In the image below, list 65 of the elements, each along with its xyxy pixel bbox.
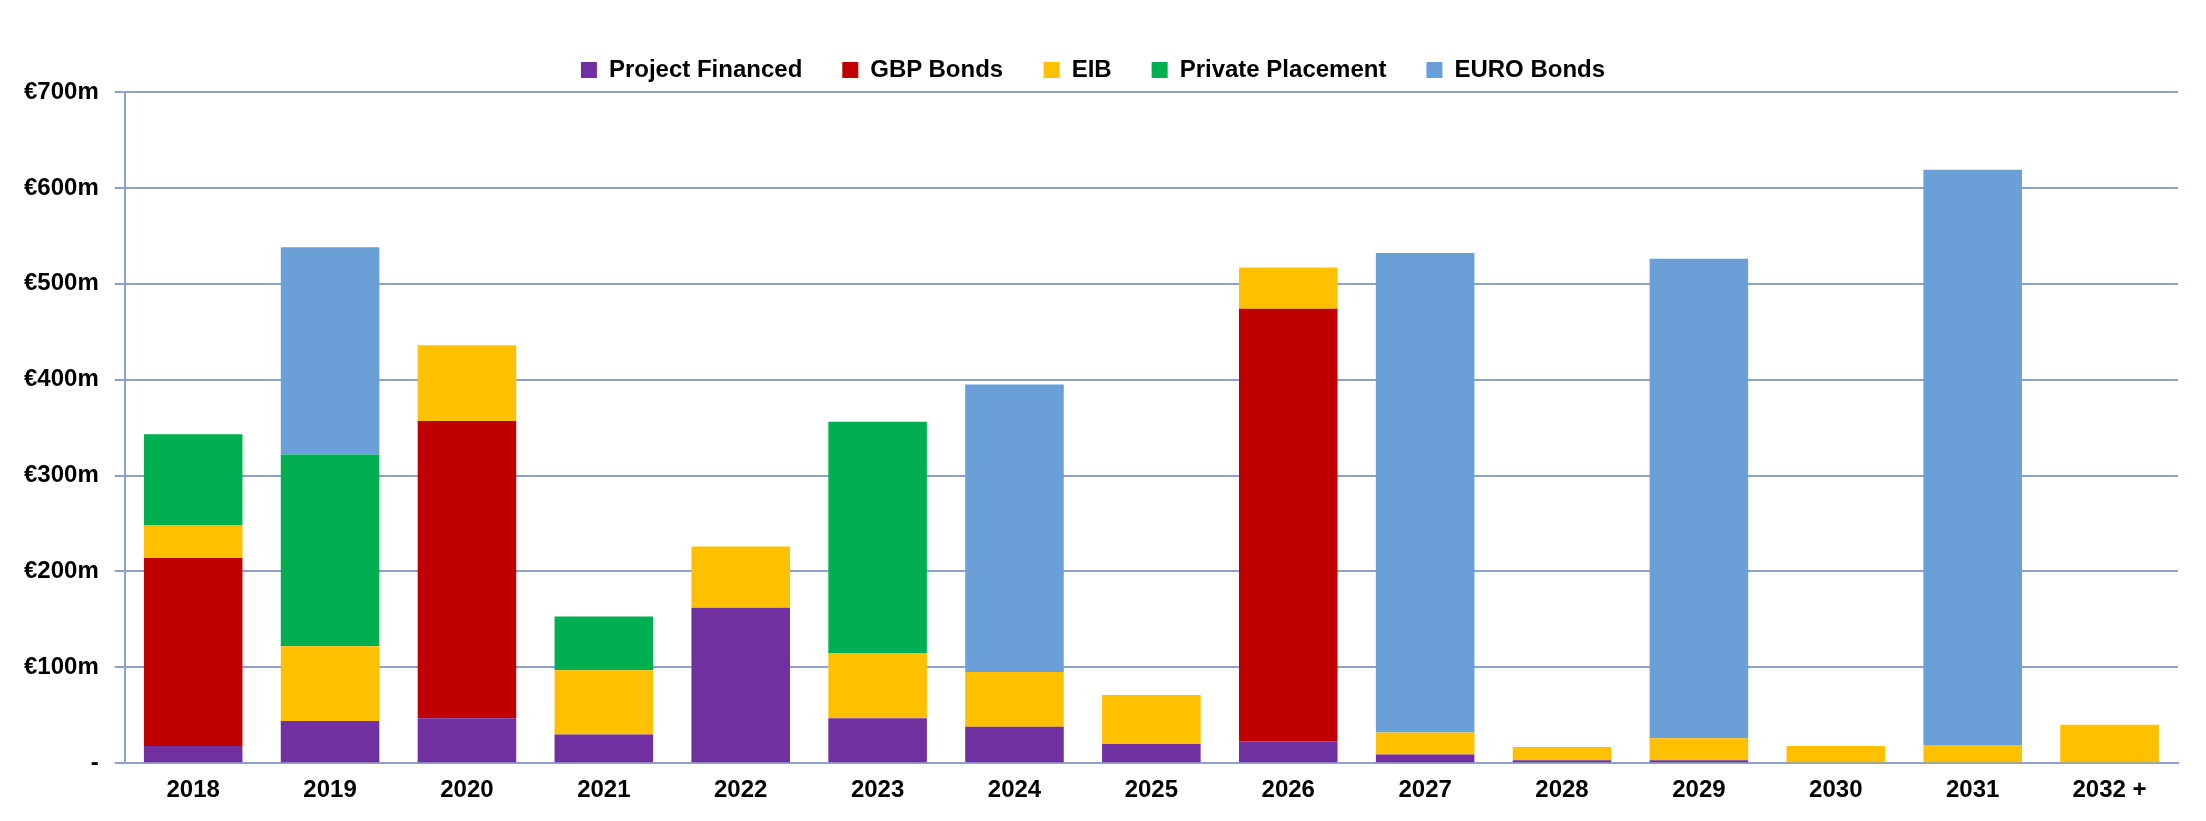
bar [965, 672, 1064, 727]
bar [1102, 695, 1201, 745]
bar [280, 454, 380, 647]
bar [1238, 267, 1338, 309]
bar [554, 734, 654, 763]
legend-label: Project Financed [608, 54, 803, 82]
y-tick-label: €400m [24, 364, 99, 392]
bar [143, 434, 243, 526]
bar [1649, 738, 1749, 761]
x-tick-label: 2026 [1261, 775, 1315, 803]
bar [965, 726, 1064, 763]
x-tick-label: 2023 [850, 775, 905, 803]
bar [1375, 253, 1475, 733]
y-tick-label: €100m [24, 651, 99, 679]
bar [1923, 169, 2022, 745]
bar [1102, 744, 1201, 763]
bar [2060, 724, 2159, 763]
bar [828, 652, 927, 719]
bar [554, 670, 654, 735]
bar [280, 646, 380, 722]
x-tick-label: 2020 [440, 775, 494, 803]
bar [554, 616, 654, 671]
bar [143, 745, 243, 763]
bar [143, 525, 243, 559]
x-tick-label: 2029 [1672, 775, 1726, 803]
x-tick-label: 2027 [1398, 775, 1452, 803]
bar [1512, 746, 1612, 761]
x-tick-label: 2019 [303, 775, 357, 803]
y-tick-label: - [90, 747, 99, 775]
x-tick-label: 2030 [1809, 775, 1863, 803]
bar [417, 420, 517, 719]
x-tick-label: 2025 [1124, 775, 1179, 803]
bar [417, 345, 517, 421]
legend-label: GBP Bonds [870, 54, 1004, 82]
legend-label: EIB [1071, 54, 1112, 82]
bar [143, 558, 243, 746]
y-tick-label: €300m [24, 460, 99, 488]
bar [417, 718, 517, 763]
bar [965, 384, 1064, 673]
bar [1375, 754, 1475, 763]
legend-label: Private Placement [1179, 54, 1387, 82]
bar [1238, 741, 1338, 763]
bar [1649, 258, 1749, 739]
bar [280, 247, 380, 455]
x-tick-label: 2031 [1945, 775, 2000, 803]
y-tick-label: €500m [24, 268, 99, 296]
x-tick-label: 2028 [1535, 775, 1589, 803]
bar [691, 546, 790, 608]
y-tick-label: €200m [24, 556, 99, 584]
bar [1238, 308, 1338, 742]
bar [280, 721, 380, 763]
x-tick-label: 2032 + [2072, 775, 2147, 803]
bar [1786, 745, 1886, 763]
bar [828, 718, 927, 763]
bar [1375, 732, 1475, 755]
x-tick-label: 2022 [714, 775, 768, 803]
legend-label: EURO Bonds [1454, 54, 1606, 82]
y-tick-label: €700m [24, 76, 99, 104]
bar [691, 607, 790, 763]
x-tick-label: 2021 [577, 775, 631, 803]
bar [828, 421, 927, 653]
x-tick-label: 2024 [987, 775, 1042, 803]
bar [1923, 744, 2022, 763]
x-tick-label: 2018 [166, 775, 220, 803]
y-tick-label: €600m [24, 172, 99, 200]
